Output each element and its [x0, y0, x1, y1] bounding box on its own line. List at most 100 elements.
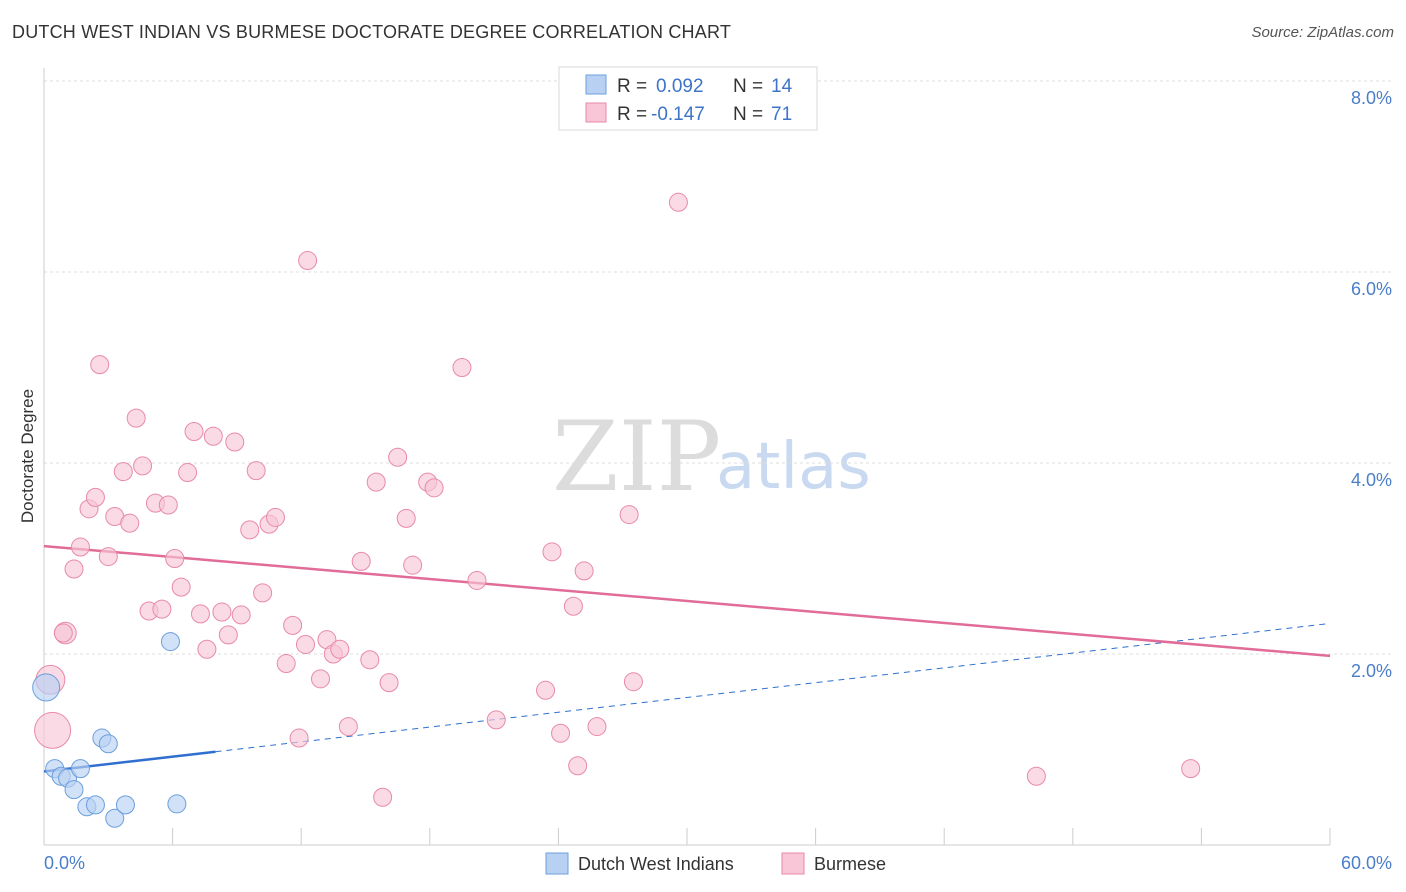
point-burmese: [276, 654, 296, 674]
point-burmese: [536, 680, 556, 700]
point-burmese: [396, 508, 416, 528]
point-burmese: [70, 537, 90, 557]
legend-label-burmese: Burmese: [814, 854, 886, 874]
stats-r-label-pink: R =: [617, 104, 647, 125]
y-tick-label-8: 8.0%: [1351, 88, 1392, 108]
point-burmese: [551, 723, 571, 743]
legend-label-dutch-west-indians: Dutch West Indians: [578, 854, 734, 874]
point-burmese: [85, 487, 105, 507]
point-burmese: [351, 551, 371, 571]
point-burmese: [265, 507, 285, 527]
point-burmese: [197, 639, 217, 659]
stats-r-value-pink: -0.147: [651, 104, 705, 125]
point-burmese: [203, 426, 223, 446]
point-burmese: [574, 561, 594, 581]
point-burmese: [379, 673, 399, 693]
stats-n-value-pink: 71: [771, 104, 792, 125]
point-burmese: [338, 717, 358, 737]
point-burmese: [98, 547, 118, 567]
legend-swatch-burmese: [781, 852, 805, 875]
legend: Dutch West Indians Burmese: [545, 852, 886, 875]
stats-r-label-blue: R =: [617, 76, 647, 97]
point-burmese: [253, 583, 273, 603]
x-tick-label-max: 60.0%: [1341, 853, 1392, 873]
point-burmese: [126, 408, 146, 428]
point-dutch-west-indians: [85, 795, 105, 815]
point-burmese: [212, 602, 232, 622]
stats-box: R = 0.092 N = 14 R = -0.147 N = 71: [558, 66, 818, 131]
point-burmese: [133, 456, 153, 476]
point-burmese: [298, 251, 318, 271]
point-burmese: [373, 787, 393, 807]
point-dutch-west-indians: [167, 794, 187, 814]
chart-title: DUTCH WEST INDIAN VS BURMESE DOCTORATE D…: [12, 22, 732, 42]
point-burmese: [190, 604, 210, 624]
point-burmese: [563, 596, 583, 616]
point-burmese: [184, 421, 204, 441]
point-burmese: [289, 728, 309, 748]
stats-n-value-blue: 14: [771, 76, 793, 97]
stats-swatch-blue: [585, 74, 607, 95]
point-burmese: [568, 756, 588, 776]
y-axis-title: Doctorate Degree: [18, 389, 37, 523]
point-burmese: [152, 599, 172, 619]
x-tick-label-min: 0.0%: [44, 853, 85, 873]
point-burmese: [53, 623, 73, 643]
point-burmese: [283, 615, 303, 635]
point-dutch-west-indians: [70, 759, 90, 779]
point-burmese: [165, 549, 185, 568]
stats-r-value-blue: 0.092: [656, 76, 704, 97]
point-burmese: [619, 505, 639, 525]
grid-layer: [44, 80, 1392, 655]
point-burmese: [64, 559, 84, 579]
point-layer: [32, 100, 1201, 828]
y-tick-label-4: 4.0%: [1351, 470, 1392, 490]
point-dutch-west-indians: [98, 734, 118, 754]
point-burmese: [486, 710, 506, 730]
point-burmese: [668, 192, 688, 212]
point-burmese: [295, 634, 315, 654]
stats-swatch-pink: [585, 102, 607, 123]
point-burmese: [113, 462, 133, 482]
point-burmese: [240, 520, 260, 540]
point-burmese: [231, 605, 251, 625]
point-burmese: [120, 513, 140, 533]
point-burmese: [158, 495, 178, 515]
point-burmese: [330, 639, 350, 659]
point-burmese: [90, 355, 110, 375]
watermark-atlas: atlas: [716, 430, 871, 504]
source-credit: Source: ZipAtlas.com: [1251, 24, 1394, 41]
point-burmese: [623, 672, 643, 692]
watermark: ZIP atlas: [552, 401, 871, 513]
stats-n-label-blue: N =: [733, 76, 763, 97]
trend-line-burmese: [43, 544, 1331, 658]
point-burmese: [34, 711, 72, 749]
point-burmese: [178, 463, 198, 483]
point-burmese: [218, 625, 238, 645]
point-burmese: [452, 358, 472, 377]
point-dutch-west-indians: [115, 795, 135, 815]
point-dutch-west-indians: [105, 808, 125, 828]
point-burmese: [1181, 759, 1201, 779]
point-burmese: [225, 432, 245, 452]
point-burmese: [310, 669, 330, 689]
point-burmese: [467, 570, 487, 590]
point-burmese: [246, 461, 266, 481]
watermark-zip: ZIP: [552, 401, 721, 513]
point-burmese: [171, 577, 191, 597]
stats-n-label-pink: N =: [733, 104, 763, 125]
point-burmese: [1026, 766, 1046, 786]
point-dutch-west-indians: [32, 673, 61, 702]
trend-layer: [43, 544, 1331, 773]
point-burmese: [587, 717, 607, 737]
legend-swatch-dutch-west-indians: [545, 852, 569, 875]
point-burmese: [403, 555, 423, 575]
y-tick-label-6: 6.0%: [1351, 279, 1392, 299]
point-burmese: [542, 542, 562, 562]
y-tick-label-2: 2.0%: [1351, 661, 1392, 681]
point-burmese: [366, 472, 386, 492]
trend-line-dutch-west-indians: [43, 750, 216, 773]
point-dutch-west-indians: [160, 632, 180, 652]
point-burmese: [424, 478, 444, 498]
